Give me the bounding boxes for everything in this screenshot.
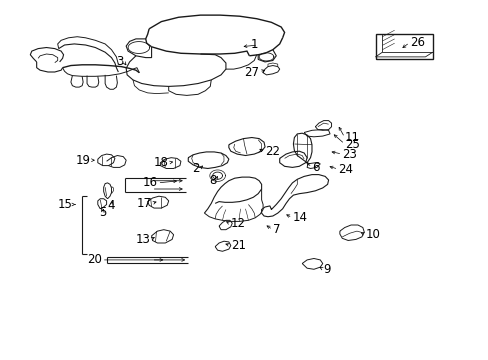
Text: 18: 18 [154, 156, 168, 169]
Text: 22: 22 [264, 145, 280, 158]
Text: 16: 16 [142, 176, 157, 189]
Text: 9: 9 [323, 263, 330, 276]
Text: 10: 10 [365, 228, 380, 241]
Text: 20: 20 [87, 253, 102, 266]
Text: 11: 11 [344, 131, 359, 144]
Text: 13: 13 [136, 233, 150, 246]
Text: 24: 24 [338, 163, 353, 176]
Text: 3: 3 [116, 55, 123, 68]
Text: 8: 8 [208, 174, 216, 187]
Text: 1: 1 [250, 39, 258, 51]
Text: 12: 12 [230, 217, 245, 230]
Text: 6: 6 [311, 161, 319, 174]
Text: 7: 7 [272, 223, 280, 236]
Text: 4: 4 [107, 199, 115, 212]
Text: 14: 14 [292, 211, 307, 224]
Text: 19: 19 [75, 154, 90, 167]
Text: 21: 21 [230, 239, 245, 252]
Text: 25: 25 [344, 138, 359, 150]
Text: 17: 17 [136, 197, 151, 210]
Text: 15: 15 [58, 198, 72, 211]
Text: 2: 2 [192, 162, 199, 175]
Text: 27: 27 [244, 66, 259, 78]
Text: 23: 23 [342, 148, 356, 161]
Text: 5: 5 [99, 206, 106, 219]
Text: 26: 26 [409, 36, 424, 49]
